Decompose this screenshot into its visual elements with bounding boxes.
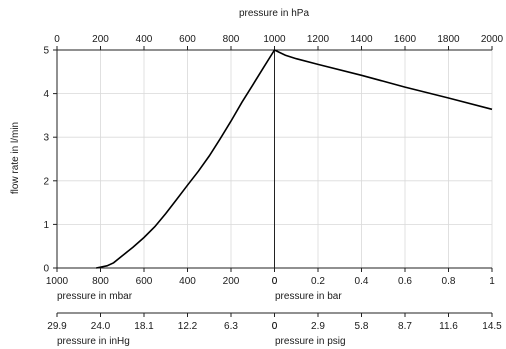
top-tick-label: 1000	[263, 34, 286, 45]
top-tick-label: 800	[223, 34, 240, 45]
inhg-tick-label: 18.1	[134, 321, 154, 332]
y-axis-label: flow rate in l/min	[10, 122, 21, 194]
mbar-tick-label: 0	[272, 276, 278, 287]
bar-tick-label: 0.8	[442, 276, 456, 287]
top-tick-label: 1600	[394, 34, 417, 45]
top-tick-label: 400	[136, 34, 153, 45]
psig-tick-label: 0	[272, 321, 278, 332]
psig-tick-label: 2.9	[311, 321, 325, 332]
y-tick-label: 5	[43, 46, 49, 57]
psig-tick-label: 5.8	[355, 321, 369, 332]
top-tick-label: 1400	[350, 34, 373, 45]
bar-axis-label: pressure in bar	[275, 291, 342, 302]
top-axis-label: pressure in hPa	[239, 8, 309, 19]
tick-labels: 0 200 400 600 800 1000 1200 1400 1600 1800 2000012…	[43, 34, 503, 332]
mbar-tick-label: 800	[92, 276, 109, 287]
y-tick-label: 3	[43, 133, 49, 144]
top-tick-label: 1800	[437, 34, 460, 45]
top-tick-label: 600	[179, 34, 196, 45]
mbar-axis-label: pressure in mbar	[57, 291, 133, 302]
bar-tick-label: 0.4	[355, 276, 369, 287]
y-tick-label: 4	[43, 89, 49, 100]
inhg-tick-label: 24.0	[91, 321, 111, 332]
mbar-tick-label: 1000	[46, 276, 69, 287]
inhg-tick-label: 6.3	[224, 321, 238, 332]
inhg-tick-label: 29.9	[47, 321, 67, 332]
bar-tick-label: 0.2	[311, 276, 325, 287]
bar-tick-label: 0.6	[398, 276, 412, 287]
top-tick-label: 1200	[307, 34, 330, 45]
y-tick-label: 0	[43, 264, 49, 275]
mbar-tick-label: 400	[179, 276, 196, 287]
mbar-tick-label: 200	[223, 276, 240, 287]
top-tick-label: 0	[54, 34, 60, 45]
psig-axis-label: pressure in psig	[275, 336, 346, 347]
inhg-axis-label: pressure in inHg	[57, 336, 130, 347]
psig-tick-label: 14.5	[482, 321, 502, 332]
bar-tick-label: 1	[489, 276, 495, 287]
inhg-tick-label: 12.2	[178, 321, 198, 332]
y-tick-label: 2	[43, 176, 49, 187]
flow-rate-curve	[96, 48, 493, 269]
inhg-tick-label: 0	[272, 321, 278, 332]
psig-tick-label: 8.7	[398, 321, 412, 332]
bar-tick-label: 0	[272, 276, 278, 287]
mbar-tick-label: 600	[136, 276, 153, 287]
plot-area	[96, 48, 493, 269]
psig-tick-label: 11.6	[439, 321, 458, 332]
top-tick-label: 2000	[481, 34, 504, 45]
y-tick-label: 1	[43, 220, 49, 231]
top-tick-label: 200	[92, 34, 109, 45]
